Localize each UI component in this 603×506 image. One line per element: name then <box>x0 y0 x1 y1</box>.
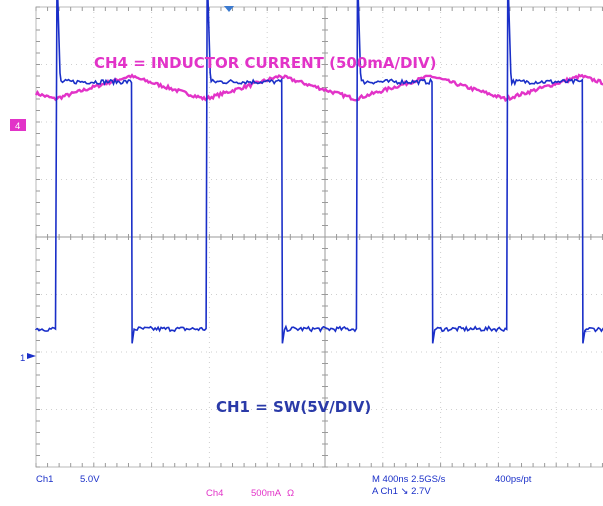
ch4-marker: 4 <box>10 119 26 132</box>
ch4-marker-label: 4 <box>15 121 20 132</box>
traces <box>34 0 603 344</box>
status-bar: Ch1 5.0V Ch4 500mA Ω M 400ns 2.5GS/s 400… <box>36 474 532 499</box>
ch1-marker-arrow <box>27 353 36 359</box>
ch4-inductor-current-trace <box>34 73 603 103</box>
ch1-marker-label: 1 <box>20 353 25 364</box>
status-ch1-scale: 5.0V <box>80 474 100 485</box>
status-timebase: M 400ns 2.5GS/s <box>372 474 446 485</box>
trigger-position-marker <box>224 6 234 12</box>
status-ch1: Ch1 <box>36 474 53 485</box>
status-record-length: 400ps/pt <box>495 474 532 485</box>
status-trigger: A Ch1 ↘ 2.7V <box>372 486 431 497</box>
ch1-marker: 1 <box>20 353 36 364</box>
status-ch4-scale: 500mA <box>251 488 282 499</box>
status-ch4: Ch4 <box>206 488 223 499</box>
ch4-annotation: CH4 = INDUCTOR CURRENT (500mA/DIV) <box>94 54 436 72</box>
ch1-switch-node-trace <box>35 0 603 344</box>
trigger-level-arrow: ← <box>583 325 593 336</box>
ch1-annotation: CH1 = SW(5V/DIV) <box>216 398 371 416</box>
status-ch4-coupling: Ω <box>287 488 294 499</box>
